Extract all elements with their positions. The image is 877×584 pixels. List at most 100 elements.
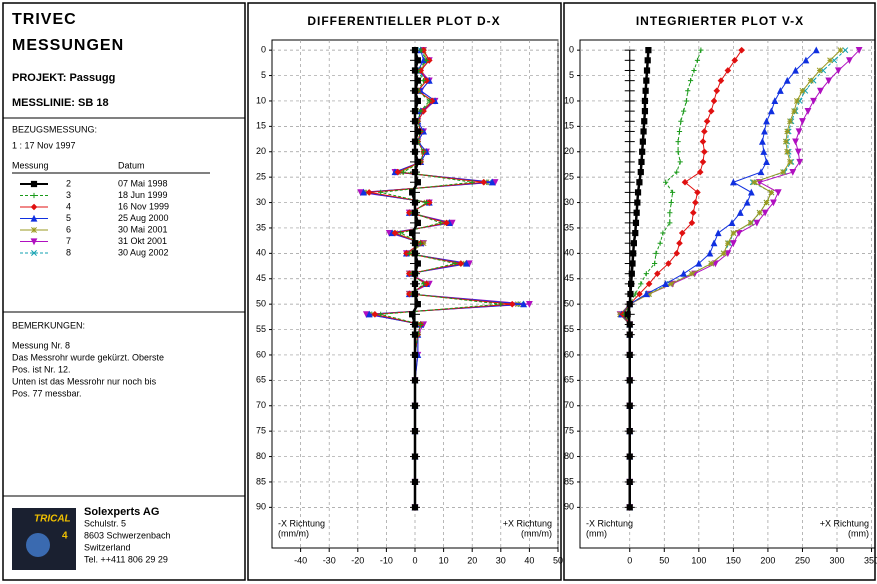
marker <box>758 137 766 145</box>
x-tick-label: 50 <box>659 555 669 565</box>
reference-label: BEZUGSMESSUNG: <box>12 124 97 134</box>
y-tick-label: 30 <box>256 197 266 207</box>
marker <box>411 504 419 511</box>
marker <box>792 66 799 74</box>
x-tick-label: 50 <box>553 555 563 565</box>
marker <box>428 97 436 105</box>
marker <box>418 47 424 53</box>
marker <box>713 87 721 95</box>
marker <box>420 78 427 84</box>
marker <box>632 291 638 297</box>
marker <box>724 240 731 247</box>
marker <box>669 189 676 195</box>
marker <box>784 128 791 135</box>
marker <box>817 87 824 95</box>
legend-label: 8 <box>66 247 71 257</box>
diff-panel <box>247 2 562 581</box>
marker <box>699 138 707 145</box>
marker <box>378 311 384 317</box>
marker <box>398 230 404 236</box>
marker <box>411 148 419 155</box>
marker <box>626 331 633 338</box>
marker <box>695 259 703 267</box>
marker <box>452 260 458 267</box>
marker <box>653 250 659 256</box>
company-line: Schulstr. 5 <box>84 518 126 528</box>
company-line: Tel. ++411 806 29 29 <box>84 554 168 564</box>
marker <box>418 108 424 114</box>
marker <box>807 77 814 84</box>
marker <box>418 321 424 328</box>
marker <box>414 260 421 267</box>
y-tick-label: 45 <box>256 273 266 283</box>
axis-label: -X Richtung <box>278 518 325 528</box>
marker <box>30 180 38 188</box>
series-line <box>380 49 501 508</box>
marker <box>30 238 38 246</box>
marker <box>411 428 419 435</box>
marker <box>520 300 528 308</box>
marker <box>405 209 413 217</box>
marker <box>771 97 779 105</box>
y-tick-label: 85 <box>564 476 574 486</box>
marker <box>802 56 810 64</box>
remark-line: Pos. 77 messbar. <box>12 388 82 398</box>
marker <box>626 504 633 511</box>
marker <box>426 98 432 104</box>
marker <box>411 108 419 115</box>
marker <box>411 351 419 359</box>
marker <box>776 87 784 94</box>
marker <box>760 148 768 155</box>
legend-label: 4 <box>66 201 71 211</box>
marker <box>724 250 732 258</box>
marker <box>488 178 496 186</box>
marker <box>423 57 430 63</box>
marker <box>525 301 533 308</box>
marker <box>414 219 421 226</box>
marker <box>411 377 419 384</box>
marker <box>642 87 649 94</box>
y-tick-label: 40 <box>564 248 574 258</box>
y-tick-label: 35 <box>564 222 574 232</box>
marker <box>701 148 708 156</box>
marker <box>685 88 691 94</box>
marker <box>633 209 640 216</box>
y-tick-label: 55 <box>564 324 574 334</box>
marker <box>761 127 768 135</box>
marker <box>652 260 658 267</box>
marker <box>498 301 504 307</box>
marker <box>810 97 817 105</box>
marker <box>646 291 653 297</box>
marker <box>796 158 804 166</box>
y-tick-label: 60 <box>256 349 266 359</box>
marker <box>628 280 635 287</box>
marker <box>683 98 689 104</box>
marker <box>508 300 516 308</box>
x-tick-label: 200 <box>760 555 775 565</box>
marker <box>643 77 650 84</box>
marker <box>409 311 416 318</box>
marker <box>736 209 744 216</box>
marker <box>641 108 649 115</box>
marker <box>842 47 849 54</box>
marker <box>747 188 755 196</box>
axis-label: (mm) <box>586 528 607 538</box>
y-tick-label: 50 <box>564 299 574 309</box>
marker <box>626 428 633 435</box>
remark-line: Messung Nr. 8 <box>12 340 70 350</box>
marker <box>30 203 38 211</box>
marker <box>632 229 639 237</box>
y-tick-label: 0 <box>569 45 574 55</box>
marker <box>691 67 697 74</box>
y-tick-label: 85 <box>256 476 266 486</box>
chart-title: INTEGRIERTER PLOT V-X <box>636 14 804 28</box>
y-tick-label: 0 <box>261 45 266 55</box>
x-tick-label: -20 <box>351 555 364 565</box>
y-tick-label: 65 <box>564 375 574 385</box>
marker <box>763 199 770 206</box>
marker <box>365 189 373 196</box>
marker <box>787 158 793 165</box>
marker <box>411 67 419 74</box>
marker <box>654 270 661 277</box>
